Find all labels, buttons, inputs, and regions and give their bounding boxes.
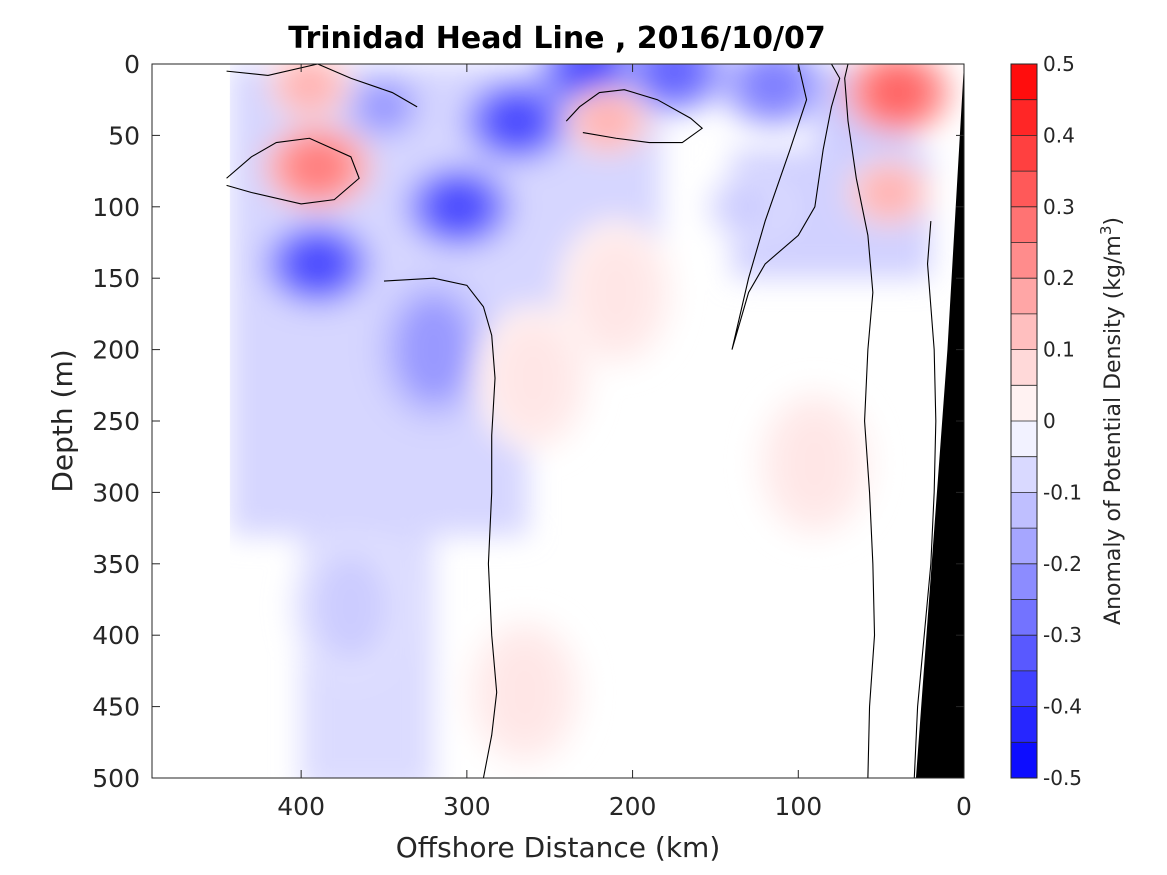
field-feature xyxy=(778,411,852,517)
field-feature xyxy=(283,233,352,294)
colorbar-label-main: Anomaly of Potential Density (kg/m xyxy=(1101,235,1126,625)
field-blobs xyxy=(229,64,953,778)
x-tick-label: 300 xyxy=(443,792,491,821)
y-tick-label: 200 xyxy=(92,336,140,365)
y-tick-label: 450 xyxy=(92,693,140,722)
colorbar-label: Anomaly of Potential Density (kg/m3) xyxy=(1097,217,1126,625)
colorbar-tick-label: -0.2 xyxy=(1043,552,1082,576)
zero-contour xyxy=(913,221,937,778)
zero-contour-lines xyxy=(226,64,937,778)
field-feature xyxy=(722,182,775,231)
zero-contour xyxy=(383,277,498,778)
y-tick-label: 300 xyxy=(92,478,140,507)
no-data-region xyxy=(152,64,230,778)
y-tick-label: 350 xyxy=(92,550,140,579)
colorbar: 0.5 0.4 0.3 0.2 0.1 0 -0.1 -0.2 -0.3 -0.4 -0.5 Ano… xyxy=(1010,52,1126,790)
colorbar-tick-label: 0.3 xyxy=(1043,195,1075,219)
colorbar-block xyxy=(1011,171,1037,208)
field-feature xyxy=(488,639,562,746)
field-feature xyxy=(863,168,916,217)
field-feature xyxy=(640,64,708,102)
x-tick-label: 100 xyxy=(774,792,822,821)
colorbar-block xyxy=(1011,278,1037,315)
x-axis-ticks: 400 300 200 100 0 xyxy=(277,64,972,821)
field-feature xyxy=(283,136,352,197)
colorbar-block xyxy=(1011,99,1037,136)
chart-title: Trinidad Head Line , 2016/10/07 xyxy=(288,21,825,56)
y-tick-label: 100 xyxy=(92,193,140,222)
plot-area: 400 300 200 100 0 0 50 100 150 200 250 300 350 400 45… xyxy=(92,50,972,821)
colorbar-blocks xyxy=(1011,64,1037,779)
colorbar-block xyxy=(1011,64,1037,101)
y-tick-label: 400 xyxy=(92,621,140,650)
density-anomaly-field xyxy=(152,64,953,778)
colorbar-block xyxy=(1011,635,1037,672)
field-feature xyxy=(739,64,808,116)
colorbar-label-superscript: 3 xyxy=(1097,226,1115,236)
y-tick-label: 250 xyxy=(92,407,140,436)
colorbar-block xyxy=(1011,706,1037,743)
colorbar-tick-label: 0.1 xyxy=(1043,338,1075,362)
colorbar-block xyxy=(1011,313,1037,351)
colorbar-tick-label: 0 xyxy=(1043,409,1056,433)
colorbar-block xyxy=(1011,492,1037,529)
colorbar-block xyxy=(1011,385,1037,422)
seafloor-shelf xyxy=(915,64,964,778)
field-feature xyxy=(314,553,388,660)
field-feature xyxy=(482,91,551,152)
colorbar-tick-label: -0.5 xyxy=(1043,766,1082,790)
x-tick-label: 0 xyxy=(956,792,972,821)
colorbar-block xyxy=(1011,528,1037,565)
x-axis-label: Offshore Distance (km) xyxy=(396,831,721,864)
colorbar-label-close: ) xyxy=(1101,217,1126,226)
y-tick-label: 50 xyxy=(108,121,140,150)
colorbar-block xyxy=(1011,349,1037,386)
field-feature xyxy=(424,176,493,237)
colorbar-block xyxy=(1011,599,1037,636)
colorbar-block xyxy=(1011,242,1037,279)
x-tick-label: 200 xyxy=(609,792,657,821)
colorbar-block xyxy=(1011,670,1037,708)
colorbar-block xyxy=(1011,456,1037,493)
field-feature xyxy=(863,64,932,123)
field-feature xyxy=(496,325,570,431)
colorbar-frame xyxy=(1010,63,1038,779)
y-axis-ticks: 0 50 100 150 200 250 300 350 400 450 500 xyxy=(92,50,964,793)
zero-contour xyxy=(226,137,360,205)
colorbar-block xyxy=(1011,135,1037,172)
field-feature xyxy=(397,296,471,403)
colorbar-tick-label: -0.3 xyxy=(1043,623,1082,647)
y-tick-label: 0 xyxy=(124,50,140,79)
zero-contour xyxy=(844,64,876,778)
zero-contour xyxy=(226,64,418,108)
field-feature xyxy=(283,64,336,110)
zero-contour xyxy=(731,64,841,350)
colorbar-block xyxy=(1011,421,1037,458)
x-tick-label: 400 xyxy=(277,792,325,821)
colorbar-block xyxy=(1011,206,1037,243)
y-axis-label: Depth (m) xyxy=(46,349,79,492)
colorbar-ticks: 0.5 0.4 0.3 0.2 0.1 0 -0.1 -0.2 -0.3 -0.4 -0.5 xyxy=(1043,52,1082,790)
colorbar-tick-label: -0.1 xyxy=(1043,480,1082,504)
colorbar-tick-label: 0.2 xyxy=(1043,266,1075,290)
colorbar-tick-label: 0.5 xyxy=(1043,52,1075,76)
colorbar-block xyxy=(1011,563,1037,600)
colorbar-tick-label: 0.4 xyxy=(1043,123,1075,147)
colorbar-tick-label: -0.4 xyxy=(1043,695,1082,719)
field-feature xyxy=(579,239,653,346)
colorbar-block xyxy=(1011,742,1037,779)
y-tick-label: 500 xyxy=(92,764,140,793)
zero-contour xyxy=(565,89,704,144)
y-tick-label: 150 xyxy=(92,264,140,293)
field-feature xyxy=(581,97,634,146)
